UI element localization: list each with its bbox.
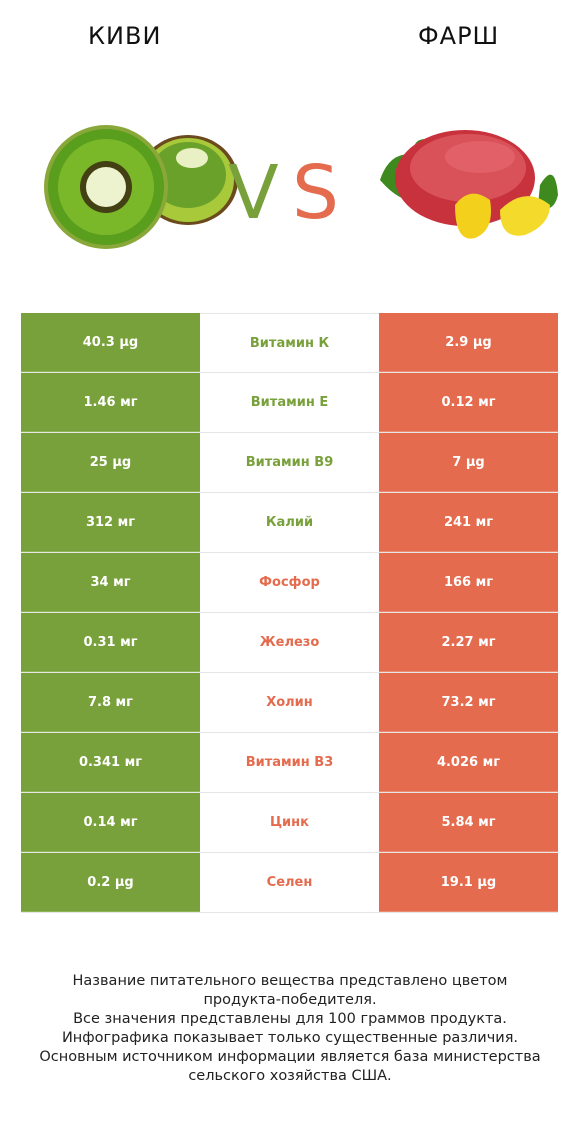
footnote-line: Название питательного вещества представл… bbox=[72, 973, 508, 989]
left-value: 0.14 мг bbox=[21, 793, 200, 852]
left-product-title: КИВИ bbox=[88, 22, 162, 50]
kiwi-image bbox=[44, 125, 238, 249]
table-row: 0.2 µg Селен 19.1 µg bbox=[21, 853, 558, 913]
footnote-line: Все значения представлены для 100 граммо… bbox=[73, 1011, 507, 1027]
table-row: 1.46 мг Витамин Е 0.12 мг bbox=[21, 373, 558, 433]
table-row: 0.14 мг Цинк 5.84 мг bbox=[21, 793, 558, 853]
right-value: 166 мг bbox=[379, 553, 558, 612]
right-value: 0.12 мг bbox=[379, 373, 558, 432]
nutrient-label: Цинк bbox=[200, 793, 379, 852]
svg-text:V: V bbox=[228, 150, 279, 236]
footnote-line: Основным источником информации является … bbox=[39, 1049, 541, 1065]
left-value: 0.31 мг bbox=[21, 613, 200, 672]
footnote: Название питательного вещества представл… bbox=[0, 972, 580, 1086]
nutrient-label: Витамин B3 bbox=[200, 733, 379, 792]
minced-meat-image bbox=[380, 130, 558, 239]
right-value: 19.1 µg bbox=[379, 853, 558, 912]
table-row: 34 мг Фосфор 166 мг bbox=[21, 553, 558, 613]
table-row: 312 мг Калий 241 мг bbox=[21, 493, 558, 553]
table-row: 0.341 мг Витамин B3 4.026 мг bbox=[21, 733, 558, 793]
nutrient-label: Железо bbox=[200, 613, 379, 672]
vs-text: V S bbox=[228, 150, 339, 236]
nutrient-label: Фосфор bbox=[200, 553, 379, 612]
table-row: 40.3 µg Витамин К 2.9 µg bbox=[21, 313, 558, 373]
left-value: 0.2 µg bbox=[21, 853, 200, 912]
footnote-line: продукта-победителя. bbox=[203, 992, 377, 1008]
table-row: 0.31 мг Железо 2.27 мг bbox=[21, 613, 558, 673]
nutrient-label: Калий bbox=[200, 493, 379, 552]
left-value: 34 мг bbox=[21, 553, 200, 612]
nutrient-label: Витамин B9 bbox=[200, 433, 379, 492]
right-product-title: ФАРШ bbox=[418, 22, 500, 50]
left-value: 7.8 мг bbox=[21, 673, 200, 732]
right-value: 7 µg bbox=[379, 433, 558, 492]
table-row: 7.8 мг Холин 73.2 мг bbox=[21, 673, 558, 733]
right-value: 241 мг bbox=[379, 493, 558, 552]
right-value: 2.27 мг bbox=[379, 613, 558, 672]
nutrient-label: Витамин К bbox=[200, 313, 379, 372]
left-value: 0.341 мг bbox=[21, 733, 200, 792]
left-value: 312 мг bbox=[21, 493, 200, 552]
footnote-line: Инфографика показывает только существенн… bbox=[61, 1030, 519, 1046]
svg-text:S: S bbox=[292, 150, 339, 236]
comparison-table: 40.3 µg Витамин К 2.9 µg 1.46 мг Витамин… bbox=[21, 313, 558, 913]
right-value: 5.84 мг bbox=[379, 793, 558, 852]
table-row: 25 µg Витамин B9 7 µg bbox=[21, 433, 558, 493]
nutrient-label: Селен bbox=[200, 853, 379, 912]
left-value: 40.3 µg bbox=[21, 313, 200, 372]
right-value: 2.9 µg bbox=[379, 313, 558, 372]
right-value: 73.2 мг bbox=[379, 673, 558, 732]
left-value: 25 µg bbox=[21, 433, 200, 492]
nutrient-label: Холин bbox=[200, 673, 379, 732]
footnote-line: сельского хозяйства США. bbox=[188, 1068, 392, 1084]
left-value: 1.46 мг bbox=[21, 373, 200, 432]
nutrient-label: Витамин Е bbox=[200, 373, 379, 432]
comparison-hero: V S bbox=[44, 125, 558, 249]
right-value: 4.026 мг bbox=[379, 733, 558, 792]
